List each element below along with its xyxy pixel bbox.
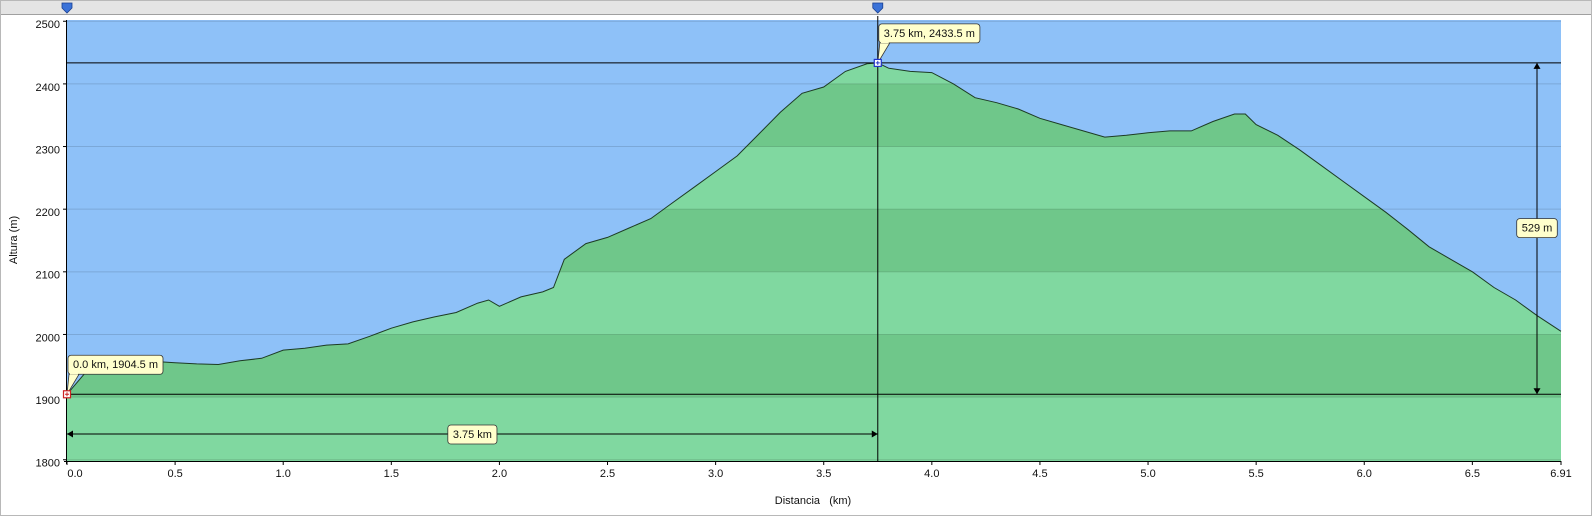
marker-callout-box bbox=[878, 23, 981, 44]
x-tick-label: 1.5 bbox=[384, 468, 399, 480]
distance-callout-label: 3.75 km bbox=[453, 429, 492, 441]
x-tick-label: 6.5 bbox=[1465, 468, 1480, 480]
arrow-head bbox=[1533, 388, 1541, 395]
elevation-gain-callout-box bbox=[1516, 218, 1558, 238]
marker-callout: 3.75 km, 2433.5 m bbox=[878, 23, 981, 44]
x-tick-label: 0.0 bbox=[67, 468, 82, 480]
marker-point-cross bbox=[65, 392, 69, 397]
y-tick-label: 2300 bbox=[36, 144, 60, 156]
marker-callout-label: 0.0 km, 1904.5 m bbox=[73, 359, 158, 371]
x-tick-label: 0.5 bbox=[167, 468, 182, 480]
marker-bar bbox=[1, 1, 1591, 14]
y-tick-label: 2500 bbox=[36, 19, 60, 31]
x-tick-label: 3.0 bbox=[708, 468, 723, 480]
x-tick-label: 4.0 bbox=[924, 468, 939, 480]
elevation-gain-callout-label: 529 m bbox=[1522, 223, 1553, 235]
y-tick-label: 2400 bbox=[36, 82, 60, 94]
x-tick-label: 2.5 bbox=[600, 468, 615, 480]
x-tick-label: 1.0 bbox=[276, 468, 291, 480]
marker-callout: 0.0 km, 1904.5 m bbox=[67, 354, 164, 375]
y-tick-label: 1900 bbox=[36, 395, 60, 407]
x-tick-label: 4.5 bbox=[1032, 468, 1047, 480]
marker-callout-label: 3.75 km, 2433.5 m bbox=[884, 28, 975, 40]
arrow-head bbox=[67, 430, 73, 438]
x-tick-label: 6.0 bbox=[1357, 468, 1372, 480]
elevation-line bbox=[66, 62, 1562, 395]
marker-callout-box bbox=[67, 354, 164, 375]
x-tick-label: 3.5 bbox=[816, 468, 831, 480]
distance-callout-box bbox=[447, 424, 498, 445]
x-axis-title: Distancia (km) bbox=[775, 495, 851, 507]
x-tick-label: 5.0 bbox=[1140, 468, 1155, 480]
elevation-gain-callout: 529 m bbox=[1516, 218, 1558, 238]
marker-pin bbox=[61, 2, 73, 14]
marker-pin bbox=[872, 2, 884, 14]
y-tick-label: 2000 bbox=[36, 332, 60, 344]
y-tick-label: 2100 bbox=[36, 270, 60, 282]
x-tick-label: 5.5 bbox=[1248, 468, 1263, 480]
x-tick-label: 2.0 bbox=[492, 468, 507, 480]
y-tick-label: 2200 bbox=[36, 207, 60, 219]
y-axis-title: Altura (m) bbox=[8, 216, 20, 264]
x-tick-label: 6.91 bbox=[1550, 468, 1571, 480]
arrow-head bbox=[1533, 62, 1541, 69]
arrow-head bbox=[871, 430, 878, 438]
y-tick-label: 1800 bbox=[36, 458, 60, 470]
distance-callout: 3.75 km bbox=[447, 424, 498, 445]
marker-point-cross bbox=[875, 60, 880, 65]
